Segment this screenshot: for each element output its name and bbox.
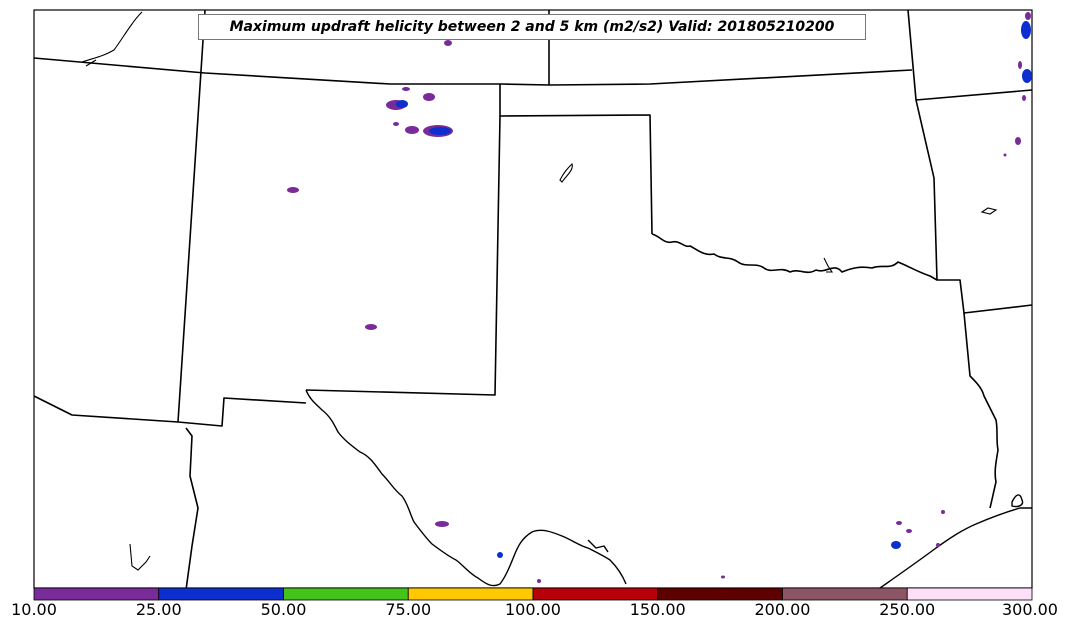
colorbar-label: 200.00 <box>754 600 811 619</box>
helicity-cell <box>721 575 725 579</box>
lake-utah <box>81 11 143 67</box>
helicity-cell <box>287 187 299 193</box>
map-title: Maximum updraft helicity between 2 and 5… <box>198 14 866 40</box>
colorbar-label: 10.00 <box>11 600 57 619</box>
lakes <box>81 11 998 571</box>
border-new-mexico-west <box>177 9 307 427</box>
helicity-cell <box>1022 95 1026 101</box>
helicity-cell <box>365 324 377 330</box>
colorbar-segment-8 <box>906 587 1033 601</box>
helicity-cell <box>429 127 451 135</box>
coastline-detail <box>587 539 609 553</box>
map-frame <box>33 9 1033 589</box>
helicity-cell <box>906 529 912 533</box>
lake-arkansas <box>980 207 998 215</box>
helicity-cell <box>444 40 452 46</box>
colorbar-segment-7 <box>782 587 908 601</box>
gulf-coast <box>879 507 1032 589</box>
helicity-cell <box>1015 137 1021 145</box>
colorbar-segment-2 <box>158 587 284 601</box>
border-arizona-southern <box>33 395 179 423</box>
helicity-cell <box>896 521 902 525</box>
colorbar-label: 150.00 <box>629 600 686 619</box>
border-red-river <box>651 233 938 281</box>
colorbar-label: 50.00 <box>260 600 307 619</box>
helicity-cell <box>537 579 541 583</box>
helicity-cell <box>1021 21 1031 39</box>
helicity-cell <box>423 93 435 101</box>
helicity-cell <box>405 126 419 134</box>
colorbar-segment-4 <box>407 587 534 601</box>
colorbar-label: 25.00 <box>135 600 182 619</box>
helicity-cell <box>891 541 901 549</box>
border-new-mexico-east <box>305 84 501 396</box>
colorbar-segment-3 <box>283 587 409 601</box>
helicity-cell <box>1025 12 1031 20</box>
colorbar-labels: 10.00 25.00 50.00 75.00 100.00 150.00 20… <box>0 600 1070 624</box>
coastline-and-rio-grande <box>305 389 1032 589</box>
helicity-cell <box>393 122 399 126</box>
lake-texoma <box>823 257 834 273</box>
helicity-contours <box>287 12 1032 583</box>
state-borders <box>33 9 1033 591</box>
border-texas-louisiana <box>963 312 999 509</box>
lake-arizona <box>129 543 151 571</box>
lake-kansas <box>559 162 573 183</box>
helicity-cell <box>941 510 945 514</box>
helicity-cell <box>435 521 449 527</box>
colorbar-label: 250.00 <box>879 600 936 619</box>
helicity-cell <box>497 552 503 558</box>
coastline-bay <box>1011 494 1024 508</box>
colorbar-segment-1 <box>33 587 160 601</box>
border-arkansas <box>915 99 1033 314</box>
rio-grande <box>305 389 627 587</box>
colorbar <box>33 587 1033 601</box>
border-oklahoma-panhandle <box>499 114 653 235</box>
helicity-cell <box>936 543 940 547</box>
colorbar-segment-6 <box>657 587 783 601</box>
helicity-cell <box>1018 61 1022 69</box>
helicity-cell <box>402 87 410 91</box>
colorbar-segment-5 <box>532 587 659 601</box>
colorbar-label: 75.00 <box>385 600 432 619</box>
helicity-cell <box>396 100 408 108</box>
border-mexico-west <box>185 427 199 591</box>
helicity-cell <box>1022 69 1032 83</box>
colorbar-label: 100.00 <box>505 600 561 619</box>
helicity-cell <box>1003 153 1007 157</box>
colorbar-label: 300.00 <box>1002 600 1058 619</box>
